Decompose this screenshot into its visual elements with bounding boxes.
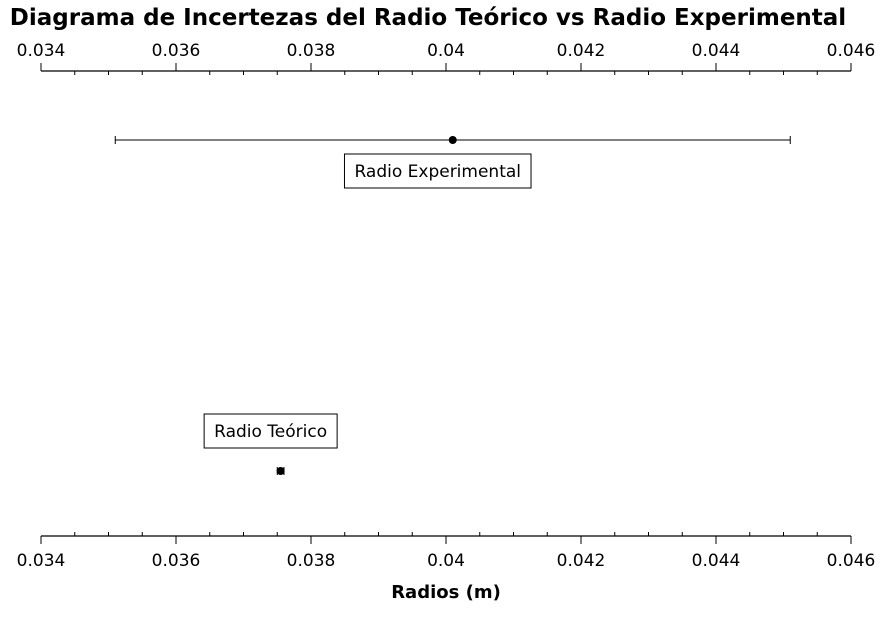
top-tick-label: 0.04 (427, 41, 465, 61)
top-tick-label: 0.042 (557, 41, 606, 61)
series-label-0: Radio Experimental (354, 162, 521, 182)
top-tick-label: 0.034 (17, 41, 66, 61)
bottom-tick-label: 0.036 (152, 551, 201, 571)
x-axis-label: Radios (m) (391, 582, 501, 603)
bottom-tick-label: 0.042 (557, 551, 606, 571)
series-label-box-0 (343, 153, 532, 189)
bottom-x-axis: 0.034 0.036 0.038 0.04 0.042 0.044 0.046 (17, 532, 876, 571)
bottom-tick-label: 0.046 (827, 551, 876, 571)
top-tick-label: 0.038 (287, 41, 336, 61)
data-point-1 (276, 467, 285, 475)
bottom-tick-label: 0.044 (692, 551, 741, 571)
top-tick-label: 0.036 (152, 41, 201, 61)
bottom-tick-label: 0.034 (17, 551, 66, 571)
top-tick-label: 0.046 (827, 41, 876, 61)
chart-title: Diagrama de Incertezas del Radio Teórico… (10, 5, 846, 31)
data-point-0 (448, 136, 457, 144)
series-label-box-1 (203, 413, 338, 449)
top-tick-label: 0.044 (692, 41, 741, 61)
series-label-1: Radio Teórico (214, 422, 327, 442)
bottom-tick-label: 0.04 (427, 551, 465, 571)
data-marks: Radio Experimental Radio Teórico (114, 136, 791, 475)
top-x-axis: 0.034 0.036 0.038 0.04 0.042 0.044 0.046 (17, 41, 876, 75)
bottom-tick-label: 0.038 (287, 551, 336, 571)
